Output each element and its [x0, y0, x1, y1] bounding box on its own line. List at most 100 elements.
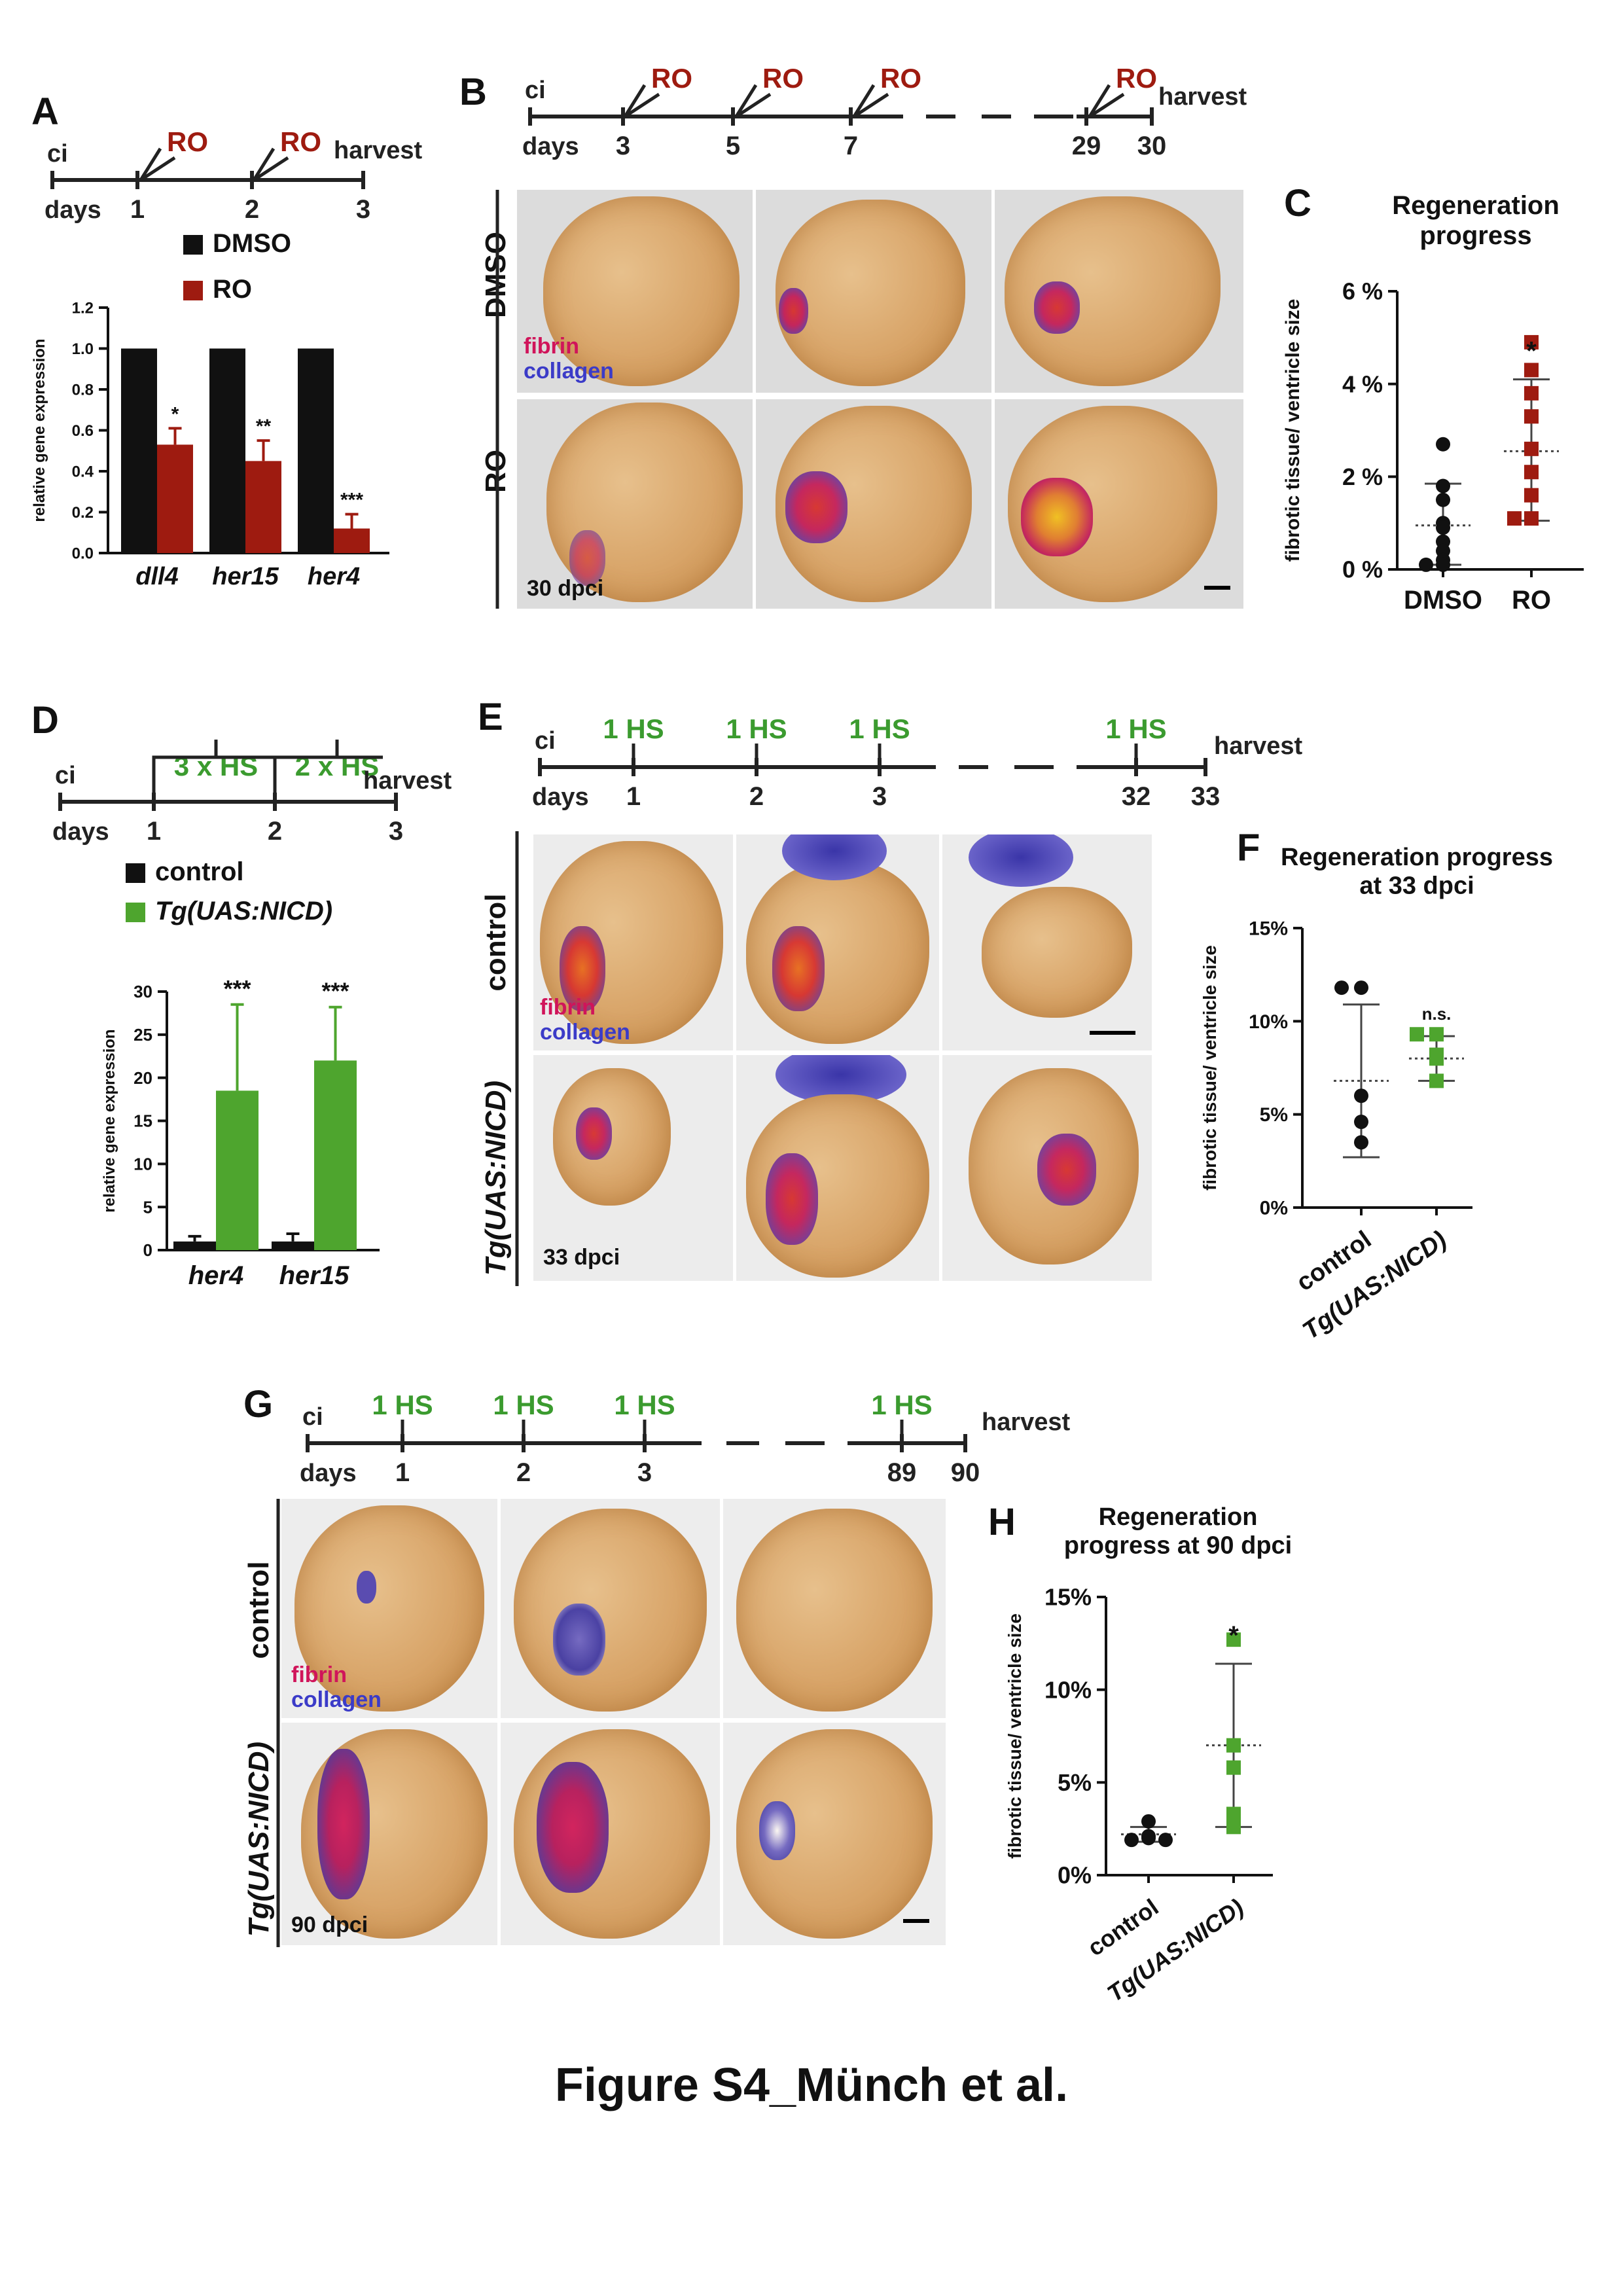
histo-g-control-3: [723, 1499, 946, 1718]
timeline-days-label: days: [52, 818, 109, 846]
timeline-day-label: 3: [872, 782, 887, 811]
treatment-label: 1 HS: [849, 713, 910, 744]
charts: 0.0 0.2 0.4 0.6 0.8 1.0 1.2 relative gene expre…: [31, 191, 1584, 2007]
stain-label-collagen: collagen: [291, 1687, 382, 1712]
chart-title: at 33 dpci: [1359, 872, 1474, 900]
data-point: [1354, 1088, 1368, 1103]
y-tick-label: 0.8: [72, 381, 94, 399]
y-tick-label: 5: [143, 1197, 152, 1217]
row-label-control: control: [243, 1561, 275, 1659]
y-tick-label: 0%: [1058, 1862, 1092, 1889]
bar: [245, 461, 281, 553]
significance-label: n.s.: [1422, 1004, 1452, 1024]
treatment-injection-mark: [252, 147, 289, 182]
data-point: [1226, 1806, 1241, 1821]
timeline-day-label: 1: [626, 782, 641, 811]
histo-e-nicd-2: [736, 1055, 939, 1281]
data-point: [1507, 511, 1522, 526]
timeline-day-label: 5: [726, 132, 740, 160]
timeline-end-label: harvest: [334, 137, 423, 164]
data-point: [1436, 492, 1450, 507]
legend-label: control: [155, 857, 244, 886]
data-point: [1226, 1632, 1241, 1647]
x-category-label: DMSO: [1404, 586, 1482, 615]
data-point: [1334, 980, 1349, 996]
y-tick-label: 10%: [1044, 1676, 1092, 1703]
scale-bar: [1204, 586, 1230, 590]
stain-label-fibrin: fibrin: [524, 334, 579, 359]
bar: [334, 528, 370, 553]
data-point: [1141, 1814, 1156, 1829]
bar: [173, 1241, 216, 1250]
timeline-day-label: 3: [637, 1458, 652, 1487]
data-point: [1436, 478, 1450, 493]
row-label-nicd: Tg(UAS:NICD): [480, 1081, 512, 1276]
timeline-ci-label: ci: [302, 1403, 323, 1431]
x-category-label: her15: [212, 563, 279, 590]
bar: [121, 348, 157, 553]
treatment-label: RO: [280, 126, 321, 157]
x-category-label: RO: [1512, 586, 1551, 615]
y-tick-label: 5%: [1058, 1769, 1092, 1796]
treatment-label: 1 HS: [871, 1390, 932, 1420]
y-tick-label: 0.4: [72, 463, 94, 480]
panel-letter-g: G: [243, 1383, 273, 1426]
panel-letters: A B C D E F G H: [31, 71, 1311, 1543]
histo-b-ro-1: 30 dpci: [517, 399, 753, 609]
data-point: [1429, 1051, 1444, 1066]
timeline-ci-label: ci: [535, 727, 556, 755]
timeline-day-label: 3: [616, 132, 630, 160]
timeline-day-label: 33: [1191, 782, 1221, 811]
legend-swatch: [183, 235, 203, 255]
chart-title: Regeneration: [1099, 1503, 1258, 1531]
treatment-label: 1 HS: [603, 713, 664, 744]
chart-a: 0.0 0.2 0.4 0.6 0.8 1.0 1.2 relative gene expre…: [31, 299, 389, 590]
bar: [314, 1060, 357, 1250]
treatment-label: 1 HS: [614, 1390, 675, 1420]
treatment-label: RO: [1116, 63, 1157, 94]
panel-letter-c: C: [1284, 182, 1311, 224]
y-tick-label: 5%: [1260, 1104, 1288, 1126]
histo-g-control-2: [501, 1499, 720, 1718]
stain-label-fibrin: fibrin: [540, 995, 596, 1020]
timeline-days-label: days: [300, 1460, 357, 1487]
figure-caption: Figure S4_Münch et al.: [554, 2059, 1069, 2111]
timeline-days-label: days: [522, 133, 579, 160]
y-axis-label: relative gene expression: [101, 1029, 118, 1212]
dpci-label-e: 33 dpci: [543, 1245, 620, 1270]
x-category-label: dll4: [135, 563, 178, 590]
y-tick-label: 0 %: [1342, 556, 1383, 583]
timeline-day-label: 29: [1072, 132, 1101, 160]
legend-label: Tg(UAS:NICD): [155, 897, 332, 925]
y-tick-label: 15%: [1249, 918, 1288, 940]
stain-label-collagen: collagen: [524, 359, 614, 384]
data-point: [1141, 1831, 1156, 1846]
data-point: [1410, 1027, 1424, 1042]
timeline-day-label: 2: [245, 195, 259, 224]
treatment-label: RO: [651, 63, 692, 94]
histo-e-nicd-1: 33 dpci: [533, 1055, 733, 1281]
timeline-day-label: 90: [951, 1458, 980, 1487]
data-point: [1419, 557, 1433, 572]
data-point: [1524, 441, 1539, 456]
row-labels: DMSOROcontrolTg(UAS:NICD)controlTg(UAS:N…: [243, 190, 519, 1947]
y-tick-label: 0.2: [72, 504, 94, 522]
legend-label: RO: [213, 275, 252, 304]
histo-e-control-3: [942, 834, 1152, 1050]
significance-label: ***: [223, 975, 251, 1002]
data-point: [1524, 409, 1539, 424]
data-point: [1436, 557, 1450, 572]
data-point: [1524, 363, 1539, 378]
chart-d: 0 5 10 15 20 25 30 relative gene expression *** h…: [101, 975, 380, 1290]
dpci-label-g: 90 dpci: [291, 1912, 368, 1937]
timeline-day-label: 32: [1122, 782, 1151, 811]
data-point: [1436, 437, 1450, 452]
treatment-injection-mark: [852, 84, 889, 118]
data-point: [1436, 520, 1450, 535]
panel-letter-a: A: [31, 90, 59, 133]
bar: [272, 1241, 314, 1250]
timeline-day-label: 1: [395, 1458, 410, 1487]
chart-f: 0% 5% 10% 15% fibrotic tissue/ ventricle siz…: [1200, 844, 1553, 1345]
chart-title: Regeneration progress: [1281, 844, 1553, 871]
timeline-day-label: 2: [268, 817, 282, 846]
